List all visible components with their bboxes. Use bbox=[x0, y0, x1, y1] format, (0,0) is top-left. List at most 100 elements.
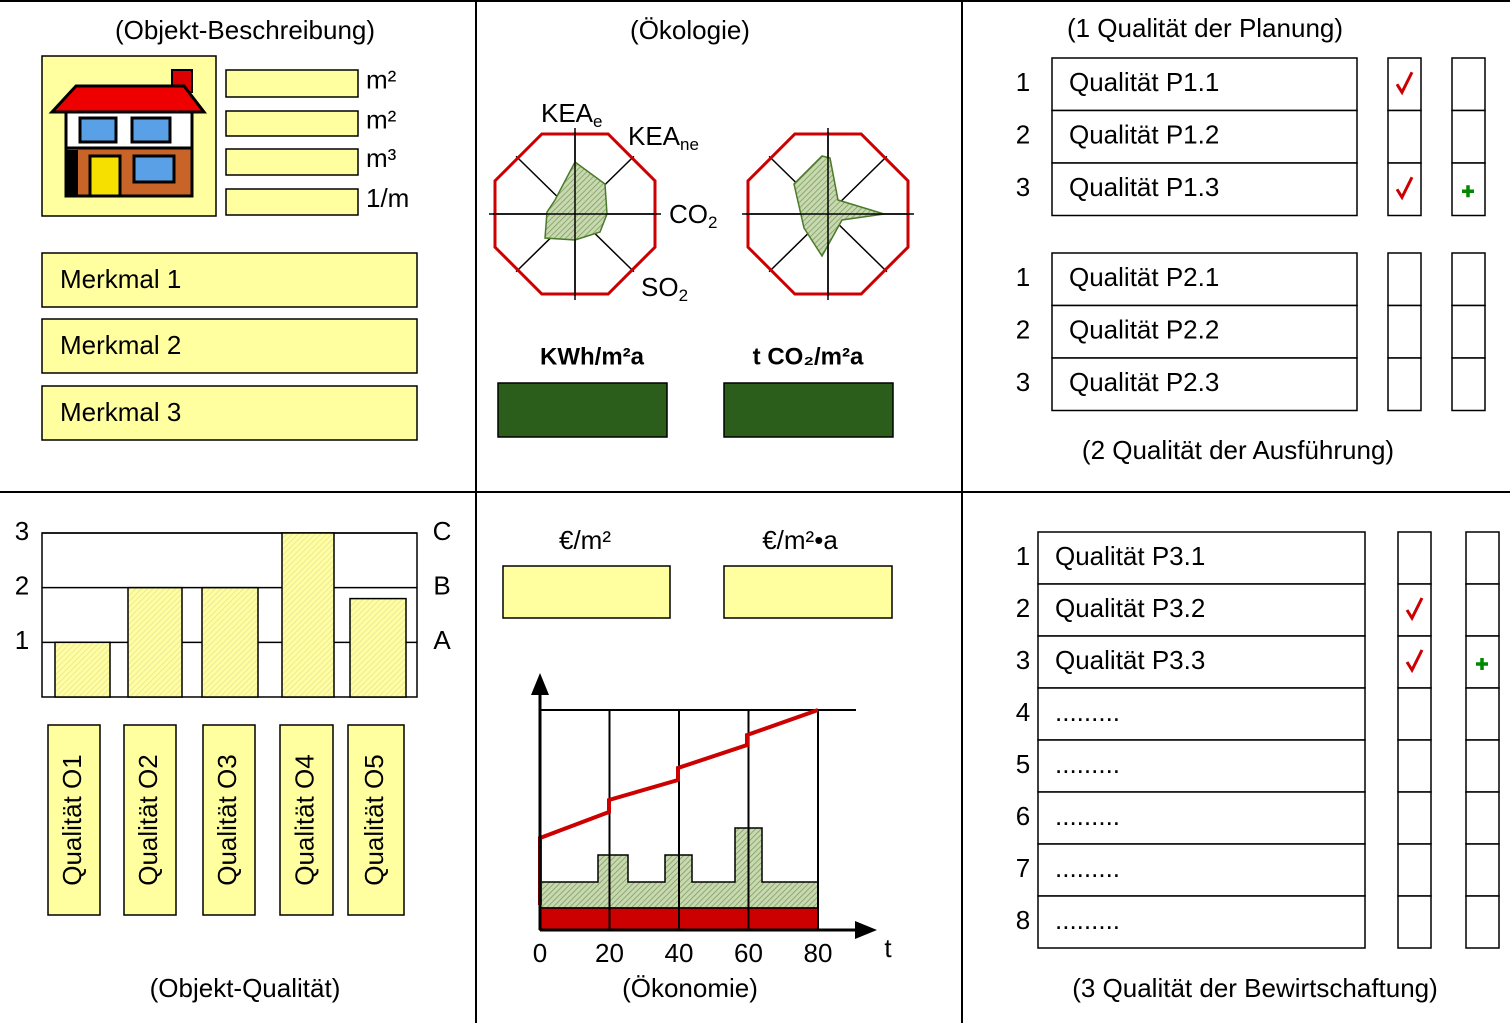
check-cell bbox=[1388, 253, 1421, 306]
x-tick-label: 80 bbox=[804, 938, 833, 968]
row-label: Qualität P1.2 bbox=[1069, 120, 1219, 150]
row-number: 2 bbox=[1016, 593, 1030, 623]
check-cell bbox=[1466, 844, 1499, 896]
check-cell bbox=[1398, 792, 1431, 844]
row-number: 1 bbox=[1016, 262, 1030, 292]
radar-label-sub: 2 bbox=[708, 213, 717, 232]
row-label: Qualität P2.1 bbox=[1069, 262, 1219, 292]
row-number: 1 bbox=[1016, 67, 1030, 97]
unit-field bbox=[226, 149, 358, 175]
check-cell bbox=[1388, 358, 1421, 411]
x-tick-label: Qualität O5 bbox=[359, 754, 389, 886]
value-field bbox=[724, 383, 893, 437]
check-cell bbox=[1398, 740, 1431, 792]
y-tick-label: 3 bbox=[15, 516, 29, 546]
x-axis-label: t bbox=[884, 933, 892, 963]
row-label: ......... bbox=[1055, 749, 1120, 779]
radar-label-sub: e bbox=[593, 112, 602, 131]
y-tick-label: 2 bbox=[15, 571, 29, 601]
row-number: 5 bbox=[1016, 749, 1030, 779]
unit-label: m² bbox=[366, 104, 397, 134]
page: (Objekt-Beschreibung)m²m²m³1/mMerkmal 1M… bbox=[0, 0, 1510, 1023]
section-title: (2 Qualität der Ausführung) bbox=[1082, 435, 1394, 465]
house-icon bbox=[42, 56, 216, 216]
row-label: Qualität P3.2 bbox=[1055, 593, 1205, 623]
grade-label: B bbox=[433, 571, 450, 601]
radar-label: SO2 bbox=[641, 272, 688, 306]
check-cell bbox=[1388, 306, 1421, 359]
check-cell bbox=[1466, 792, 1499, 844]
radar-label-main: KEA bbox=[541, 98, 594, 128]
check-cell bbox=[1466, 740, 1499, 792]
row-number: 3 bbox=[1016, 172, 1030, 202]
unit-label: 1/m bbox=[366, 183, 409, 213]
unit-heading: €/m²•a bbox=[762, 525, 838, 555]
row-label: Qualität P3.3 bbox=[1055, 645, 1205, 675]
unit-heading: KWh/m²a bbox=[540, 343, 645, 370]
check-cell bbox=[1452, 306, 1485, 359]
feature-label: Merkmal 3 bbox=[60, 397, 181, 427]
x-tick-label: Qualität O2 bbox=[133, 754, 163, 886]
row-label: Qualität P1.3 bbox=[1069, 172, 1219, 202]
radar-label: KEAne bbox=[628, 121, 699, 155]
check-cell bbox=[1452, 111, 1485, 164]
row-number: 4 bbox=[1016, 697, 1030, 727]
check-cell bbox=[1466, 896, 1499, 948]
radar-label-sub: 2 bbox=[679, 286, 688, 305]
x-tick-label: 40 bbox=[665, 938, 694, 968]
radar-label: CO2 bbox=[669, 199, 717, 233]
section-title: (3 Qualität der Bewirtschaftung) bbox=[1072, 973, 1438, 1003]
x-tick-label: Qualität O3 bbox=[212, 754, 242, 886]
unit-label: m² bbox=[366, 64, 397, 94]
row-label: Qualität P3.1 bbox=[1055, 541, 1205, 571]
row-number: 6 bbox=[1016, 801, 1030, 831]
row-label: ......... bbox=[1055, 697, 1120, 727]
unit-heading: €/m² bbox=[559, 525, 611, 555]
row-number: 1 bbox=[1016, 541, 1030, 571]
feature-label: Merkmal 1 bbox=[60, 264, 181, 294]
check-cell bbox=[1398, 896, 1431, 948]
radar-shape bbox=[545, 162, 607, 240]
bar bbox=[128, 588, 182, 697]
check-cell bbox=[1452, 358, 1485, 411]
radar-label-main: KEA bbox=[628, 121, 681, 151]
radar-label-main: SO bbox=[641, 272, 679, 302]
check-cell bbox=[1398, 688, 1431, 740]
unit-label: m³ bbox=[366, 143, 397, 173]
y-tick-label: 1 bbox=[15, 625, 29, 655]
x-tick-label: Qualität O4 bbox=[289, 754, 319, 886]
bar bbox=[350, 599, 406, 697]
row-label: ......... bbox=[1055, 801, 1120, 831]
check-cell bbox=[1388, 111, 1421, 164]
section-title: (Ökologie) bbox=[630, 15, 750, 45]
radar-label-main: CO bbox=[669, 199, 708, 229]
row-number: 3 bbox=[1016, 367, 1030, 397]
x-tick-label: 0 bbox=[533, 938, 547, 968]
section-title: (Objekt-Qualität) bbox=[150, 973, 341, 1003]
check-cell bbox=[1466, 688, 1499, 740]
row-number: 8 bbox=[1016, 905, 1030, 935]
check-cell bbox=[1466, 532, 1499, 584]
check-cell bbox=[1452, 253, 1485, 306]
feature-label: Merkmal 2 bbox=[60, 330, 181, 360]
row-label: ......... bbox=[1055, 905, 1120, 935]
row-number: 2 bbox=[1016, 120, 1030, 150]
bar bbox=[282, 533, 334, 697]
unit-heading: t CO₂/m²a bbox=[753, 343, 864, 370]
row-number: 7 bbox=[1016, 853, 1030, 883]
bar bbox=[55, 642, 110, 697]
unit-field bbox=[226, 70, 358, 97]
row-number: 3 bbox=[1016, 645, 1030, 675]
row-label: Qualität P2.3 bbox=[1069, 367, 1219, 397]
radar-label: KEAe bbox=[541, 98, 603, 132]
section-title: (1 Qualität der Planung) bbox=[1067, 13, 1343, 43]
check-cell bbox=[1452, 58, 1485, 111]
radar-shape bbox=[794, 156, 884, 256]
check-cell bbox=[1466, 584, 1499, 636]
x-tick-label: 60 bbox=[734, 938, 763, 968]
x-tick-label: 20 bbox=[595, 938, 624, 968]
check-cell bbox=[1398, 532, 1431, 584]
section-title: (Ökonomie) bbox=[622, 973, 758, 1003]
x-tick-label: Qualität O1 bbox=[57, 754, 87, 886]
row-label: ......... bbox=[1055, 853, 1120, 883]
